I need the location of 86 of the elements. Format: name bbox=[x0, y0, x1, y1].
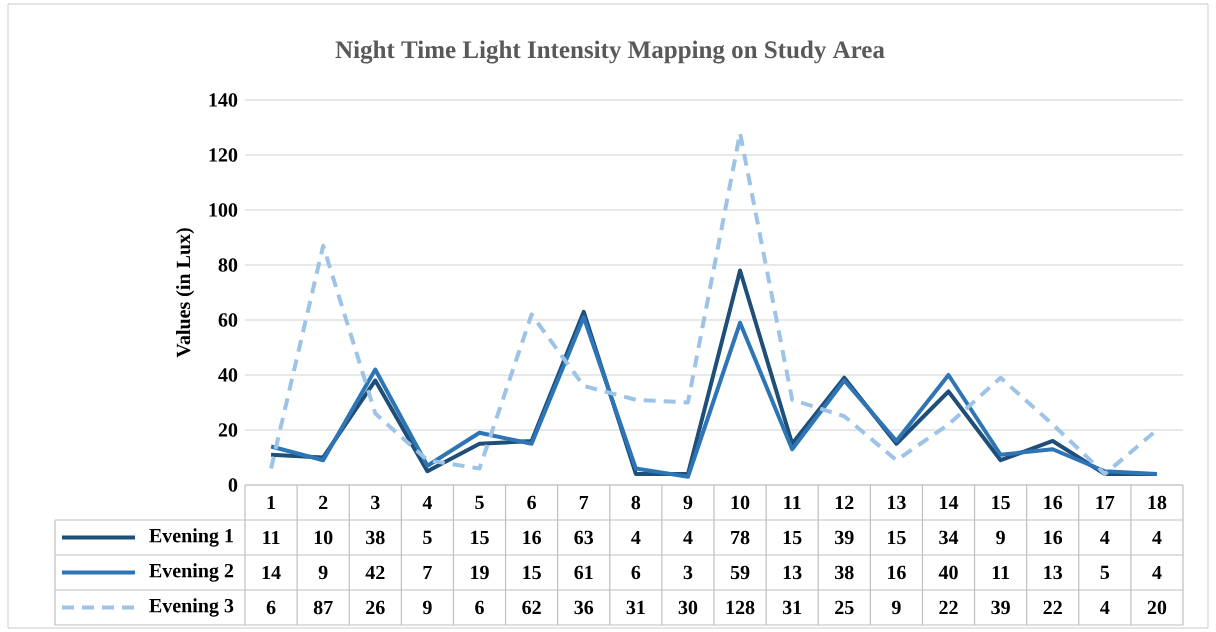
data-label: 16 bbox=[523, 530, 542, 545]
legend-label: Evening 2 bbox=[149, 563, 234, 582]
data-label: 3 bbox=[683, 565, 693, 580]
x-tick-label: 15 bbox=[992, 495, 1010, 510]
data-label: 42 bbox=[365, 565, 385, 580]
line-series bbox=[269, 315, 1159, 479]
data-label: 15 bbox=[523, 565, 541, 580]
y-tick-label: 140 bbox=[209, 93, 238, 107]
data-label: 38 bbox=[366, 530, 385, 545]
x-tick-label: 2 bbox=[319, 495, 328, 510]
data-label: 6 bbox=[631, 565, 641, 580]
x-tick-label: 13 bbox=[887, 495, 906, 510]
data-label: 38 bbox=[835, 565, 854, 580]
data-label: 5 bbox=[1100, 565, 1110, 580]
data-label: 63 bbox=[574, 530, 594, 545]
data-label: 13 bbox=[783, 565, 802, 580]
x-tick-label: 18 bbox=[1148, 495, 1167, 510]
data-label: 6 bbox=[266, 600, 276, 615]
data-label: 20 bbox=[1147, 600, 1167, 615]
data-label: 61 bbox=[574, 565, 593, 580]
data-label: 25 bbox=[835, 600, 854, 615]
data-label: 14 bbox=[262, 565, 281, 580]
data-label: 15 bbox=[471, 530, 489, 545]
y-tick-label: 0 bbox=[228, 478, 238, 492]
data-label: 39 bbox=[991, 600, 1010, 615]
data-label: 16 bbox=[1044, 530, 1063, 545]
data-label: 34 bbox=[939, 530, 959, 545]
data-label: 87 bbox=[313, 600, 333, 615]
data-label: 31 bbox=[626, 600, 645, 615]
data-label: 15 bbox=[783, 530, 802, 545]
data-label: 10 bbox=[314, 530, 333, 545]
x-tick-label: 14 bbox=[940, 495, 959, 510]
y-tick-label: 120 bbox=[209, 148, 238, 162]
x-tick-label: 7 bbox=[579, 495, 589, 510]
data-label: 19 bbox=[471, 565, 489, 580]
y-tick-label: 80 bbox=[218, 258, 238, 272]
data-label: 4 bbox=[1100, 530, 1110, 545]
x-tick-label: 4 bbox=[422, 495, 433, 510]
x-tick-label: 10 bbox=[731, 495, 750, 510]
legend-label: Evening 1 bbox=[149, 528, 233, 547]
data-label: 4 bbox=[683, 530, 693, 545]
x-tick-label: 17 bbox=[1096, 495, 1115, 510]
x-tick-label: 3 bbox=[371, 495, 380, 510]
data-label: 62 bbox=[522, 600, 541, 615]
x-tick-label: 9 bbox=[683, 495, 693, 510]
legend-label: Evening 3 bbox=[149, 598, 234, 617]
data-label: 9 bbox=[996, 530, 1005, 545]
data-label: 22 bbox=[939, 600, 958, 615]
x-tick-label: 6 bbox=[527, 495, 537, 510]
data-label: 39 bbox=[835, 530, 854, 545]
data-label: 59 bbox=[730, 565, 750, 580]
data-label: 4 bbox=[1152, 565, 1162, 580]
data-label: 128 bbox=[726, 600, 755, 615]
y-tick-label: 40 bbox=[218, 368, 238, 382]
data-label: 31 bbox=[782, 600, 802, 615]
chart-title: Night Time Light Intensity Mapping on Study Area bbox=[335, 40, 885, 64]
data-label: 40 bbox=[938, 565, 958, 580]
data-label: 78 bbox=[731, 530, 750, 545]
data-label: 5 bbox=[423, 530, 432, 545]
data-label: 7 bbox=[423, 565, 432, 580]
y-tick-label: 60 bbox=[218, 313, 238, 327]
data-label: 22 bbox=[1043, 600, 1062, 615]
data-label: 9 bbox=[318, 565, 328, 580]
data-label: 6 bbox=[475, 600, 484, 615]
data-label: 26 bbox=[366, 600, 385, 615]
data-label: 16 bbox=[887, 565, 906, 580]
data-label: 11 bbox=[992, 565, 1010, 580]
data-label: 11 bbox=[263, 530, 280, 545]
data-label: 36 bbox=[574, 600, 594, 615]
x-tick-label: 8 bbox=[631, 495, 641, 510]
data-label: 13 bbox=[1044, 565, 1063, 580]
data-label: 4 bbox=[1152, 530, 1162, 545]
x-tick-label: 12 bbox=[835, 495, 854, 510]
x-tick-label: 16 bbox=[1044, 495, 1063, 510]
x-tick-label: 11 bbox=[784, 495, 801, 510]
y-axis-title: Values (in Lux) bbox=[176, 228, 195, 358]
y-tick-label: 20 bbox=[218, 423, 238, 437]
data-label: 9 bbox=[422, 600, 432, 615]
data-label: 15 bbox=[887, 530, 906, 545]
data-label: 30 bbox=[678, 600, 698, 615]
y-tick-label: 100 bbox=[209, 203, 238, 217]
x-tick-label: 5 bbox=[475, 495, 484, 510]
x-tick-label: 1 bbox=[267, 495, 276, 510]
data-label: 9 bbox=[891, 600, 901, 615]
data-label: 4 bbox=[631, 530, 641, 545]
data-label: 4 bbox=[1100, 600, 1110, 615]
